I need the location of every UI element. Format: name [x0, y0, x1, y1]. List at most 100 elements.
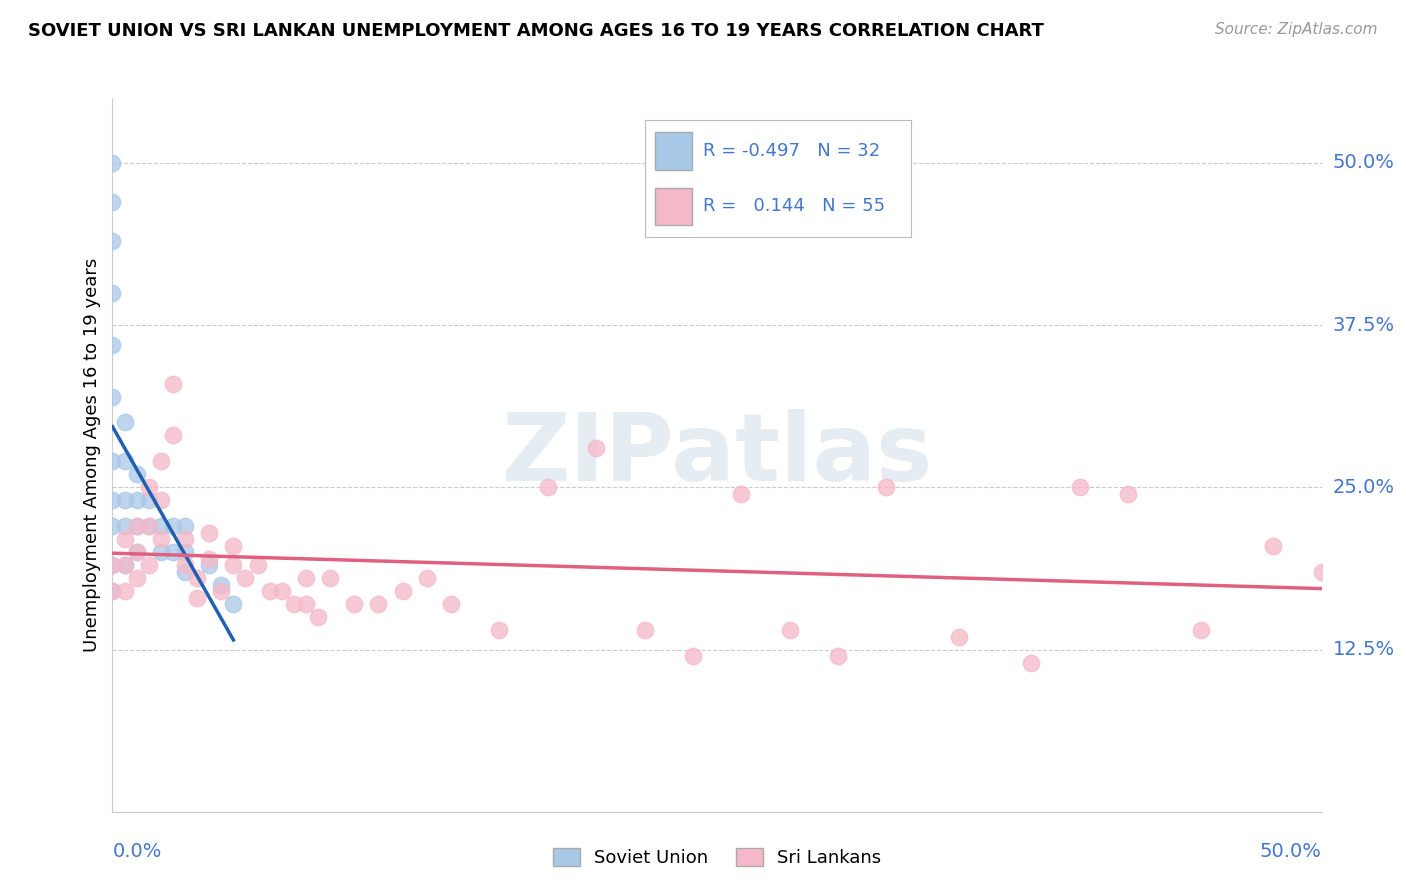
Point — [779, 623, 801, 637]
Point — [1069, 480, 1091, 494]
Text: ZIPatlas: ZIPatlas — [502, 409, 932, 501]
Point — [114, 493, 136, 508]
Text: 25.0%: 25.0% — [1333, 478, 1395, 497]
Point — [633, 623, 655, 637]
Point — [125, 519, 148, 533]
Point — [585, 442, 607, 456]
Point — [114, 533, 136, 547]
Point — [416, 571, 439, 585]
Point — [114, 519, 136, 533]
Point — [101, 519, 124, 533]
Point — [343, 597, 366, 611]
Point — [114, 416, 136, 430]
Point — [101, 493, 124, 508]
Point — [174, 565, 197, 579]
FancyBboxPatch shape — [655, 133, 692, 170]
Point — [186, 591, 208, 605]
Point — [149, 519, 172, 533]
Point — [138, 558, 160, 573]
Point — [162, 519, 184, 533]
Point — [101, 337, 124, 351]
Text: 12.5%: 12.5% — [1333, 640, 1395, 659]
Point — [101, 234, 124, 248]
Point — [101, 558, 124, 573]
Point — [125, 519, 148, 533]
Point — [391, 584, 413, 599]
Point — [125, 493, 148, 508]
Point — [1116, 487, 1139, 501]
Point — [174, 533, 197, 547]
Point — [125, 467, 148, 482]
Point — [162, 428, 184, 442]
Point — [209, 584, 232, 599]
Point — [101, 390, 124, 404]
Point — [101, 194, 124, 209]
Legend: Soviet Union, Sri Lankans: Soviet Union, Sri Lankans — [553, 847, 882, 867]
Text: 0.0%: 0.0% — [112, 842, 162, 862]
Point — [948, 630, 970, 644]
Text: R =   0.144   N = 55: R = 0.144 N = 55 — [703, 197, 886, 215]
Point — [101, 454, 124, 468]
Point — [283, 597, 305, 611]
Point — [222, 539, 245, 553]
Text: R = -0.497   N = 32: R = -0.497 N = 32 — [703, 143, 880, 161]
Point — [101, 156, 124, 170]
Text: 50.0%: 50.0% — [1260, 842, 1322, 862]
Point — [537, 480, 560, 494]
Point — [295, 597, 318, 611]
Point — [222, 597, 245, 611]
Point — [307, 610, 329, 624]
Point — [125, 571, 148, 585]
Point — [235, 571, 257, 585]
Point — [114, 558, 136, 573]
Point — [246, 558, 269, 573]
FancyBboxPatch shape — [655, 188, 692, 226]
Point — [222, 558, 245, 573]
Point — [174, 558, 197, 573]
Point — [367, 597, 389, 611]
Point — [488, 623, 510, 637]
Point — [114, 558, 136, 573]
Text: Source: ZipAtlas.com: Source: ZipAtlas.com — [1215, 22, 1378, 37]
Point — [319, 571, 342, 585]
Point — [209, 577, 232, 591]
Point — [138, 493, 160, 508]
Point — [125, 545, 148, 559]
Point — [101, 584, 124, 599]
Point — [186, 571, 208, 585]
Point — [174, 519, 197, 533]
Point — [1263, 539, 1285, 553]
Y-axis label: Unemployment Among Ages 16 to 19 years: Unemployment Among Ages 16 to 19 years — [83, 258, 101, 652]
Point — [138, 519, 160, 533]
Text: SOVIET UNION VS SRI LANKAN UNEMPLOYMENT AMONG AGES 16 TO 19 YEARS CORRELATION CH: SOVIET UNION VS SRI LANKAN UNEMPLOYMENT … — [28, 22, 1045, 40]
Point — [114, 454, 136, 468]
Point — [1021, 656, 1043, 670]
Point — [198, 558, 221, 573]
Point — [162, 376, 184, 391]
Point — [162, 545, 184, 559]
Point — [101, 584, 124, 599]
Point — [114, 584, 136, 599]
Point — [1310, 565, 1333, 579]
Point — [1189, 623, 1212, 637]
Point — [149, 493, 172, 508]
Point — [101, 558, 124, 573]
Point — [198, 525, 221, 540]
Point — [270, 584, 292, 599]
Point — [125, 545, 148, 559]
Point — [149, 545, 172, 559]
Point — [682, 648, 704, 663]
Point — [875, 480, 897, 494]
Point — [138, 519, 160, 533]
Point — [149, 533, 172, 547]
Point — [198, 551, 221, 566]
Point — [149, 454, 172, 468]
Point — [174, 545, 197, 559]
Point — [440, 597, 463, 611]
Text: 50.0%: 50.0% — [1333, 153, 1395, 172]
Point — [827, 648, 849, 663]
Point — [259, 584, 281, 599]
Point — [138, 480, 160, 494]
Point — [730, 487, 752, 501]
Point — [295, 571, 318, 585]
